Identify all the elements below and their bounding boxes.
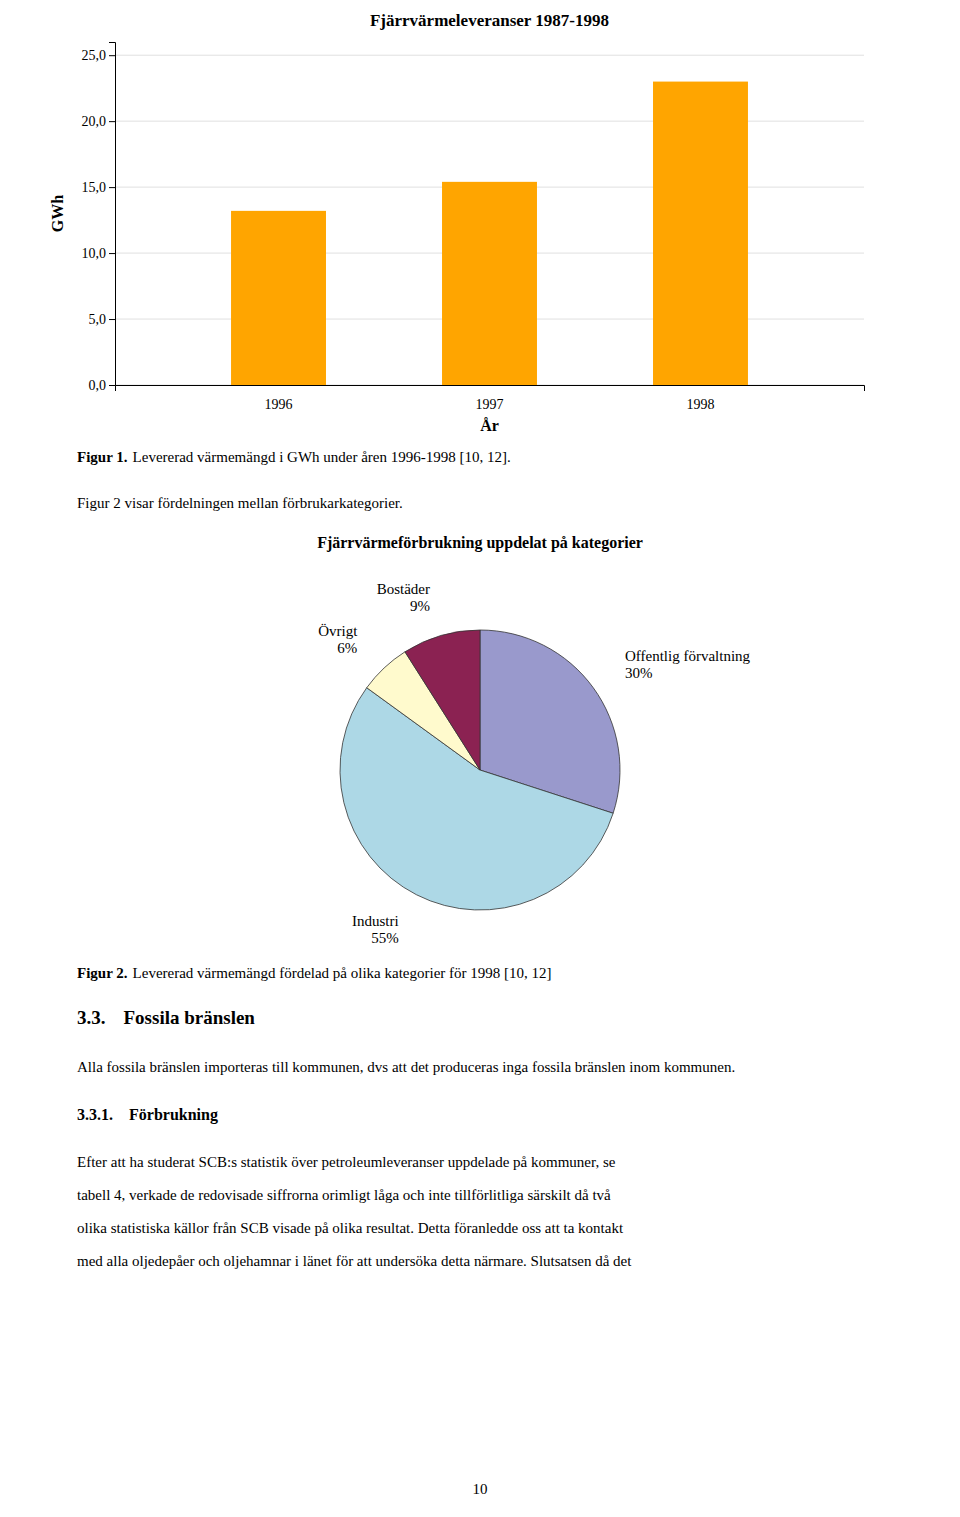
paragraph: Alla fossila bränslen importeras till ko…: [77, 1059, 735, 1075]
x-tick: 1997: [476, 397, 504, 412]
y-tick: 25,0: [82, 48, 116, 63]
y-tick-mark: [109, 55, 115, 56]
slice-value: 6%: [337, 640, 357, 656]
y-tick-mark: [109, 319, 115, 320]
paragraph-line: tabell 4, verkade de redovisade siffrorn…: [77, 1187, 611, 1203]
slice-value: 9%: [410, 598, 430, 614]
x-tick-label: 1996: [265, 397, 293, 412]
caption-text: Levererad värmemängd i GWh under åren 19…: [133, 449, 511, 465]
slice-label: Industri55%: [352, 913, 399, 946]
slice-label: Övrigt6%: [318, 623, 358, 656]
y-tick: 5,0: [89, 312, 116, 327]
y-tick: 15,0: [82, 180, 116, 195]
slice-name: Industri: [352, 913, 399, 929]
y-tick-mark: [109, 385, 115, 386]
slice-name: Bostäder: [377, 581, 430, 597]
grid: [115, 55, 864, 385]
y-tick-label: 0,0: [89, 378, 107, 393]
y-tick-label: 15,0: [82, 180, 107, 195]
caption-text: Levererad värmemängd fördelad på olika k…: [133, 965, 552, 981]
y-tick-mark: [109, 187, 115, 188]
y-tick-label: 5,0: [89, 312, 107, 327]
bar: [442, 182, 537, 385]
heading-number: 3.3.: [77, 1007, 106, 1028]
x-tick-label: 1998: [686, 397, 714, 412]
x-tick-label: 1997: [476, 397, 504, 412]
caption-label: Figur 2.: [77, 965, 128, 981]
y-tick: 10,0: [82, 246, 116, 261]
page: 1996 1997 1998 0,0 5,0 10,0 15,0 20,0 25,0 Fjärrv…: [0, 0, 960, 1517]
paragraph-line: olika statistiska källor från SCB visade…: [77, 1220, 624, 1236]
grid-line: [115, 55, 864, 56]
bar: [231, 211, 326, 385]
heading-title: Fossila bränslen: [124, 1007, 256, 1028]
pie-chart: Offentlig förvaltning30% Industri55% Övrig…: [318, 581, 750, 946]
y-tick-label: 10,0: [82, 246, 107, 261]
x-tick: 1998: [686, 397, 714, 412]
slice-label: Offentlig förvaltning30%: [625, 648, 751, 681]
paragraph-line: Efter att ha studerat SCB:s statistik öv…: [77, 1154, 616, 1170]
slice-labels: Offentlig förvaltning30% Industri55% Övrig…: [318, 581, 750, 946]
paragraph-line: med alla oljedepåer och oljehamnar i län…: [77, 1253, 632, 1269]
heading-number: 3.3.1.: [77, 1106, 113, 1123]
y-tick-label: 25,0: [82, 48, 107, 63]
heading: 3.3. Fossila bränslen: [77, 1007, 255, 1028]
y-axis-title: GWh: [49, 195, 66, 232]
grid-line: [115, 121, 864, 122]
slice-label: Bostäder9%: [377, 581, 430, 614]
caption: Figur 1. Levererad värmemängd i GWh under…: [77, 449, 511, 465]
x-axis: 1996 1997 1998: [116, 386, 865, 413]
page-number: 10: [473, 1481, 488, 1497]
chart-title: Fjärrvärmeförbrukning uppdelat på katego…: [317, 534, 643, 552]
slice-value: 55%: [371, 930, 399, 946]
paragraph: Figur 2 visar fördelningen mellan förbru…: [77, 495, 403, 511]
heading: 3.3.1. Förbrukning: [77, 1106, 218, 1124]
y-tick: 20,0: [82, 114, 116, 129]
caption: Figur 2. Levererad värmemängd fördelad på…: [77, 965, 552, 981]
slices: [340, 630, 620, 910]
slice-name: Offentlig förvaltning: [625, 648, 751, 664]
caption-label: Figur 1.: [77, 449, 128, 465]
bar-chart: 1996 1997 1998 0,0 5,0 10,0 15,0 20,0 25,0: [82, 43, 865, 413]
y-tick-mark: [109, 121, 115, 122]
slice-name: Övrigt: [318, 623, 358, 639]
y-tick-mark: [109, 253, 115, 254]
bar: [653, 82, 748, 385]
x-axis-title: År: [480, 417, 499, 434]
axis-line: [116, 386, 865, 392]
bars: [231, 82, 748, 385]
y-tick: 0,0: [89, 378, 116, 393]
axis-line: [109, 43, 116, 386]
y-axis: 0,0 5,0 10,0 15,0 20,0 25,0: [82, 43, 116, 393]
y-tick-label: 20,0: [82, 114, 107, 129]
slice-value: 30%: [625, 665, 653, 681]
chart-title: Fjärrvärmeleveranser 1987-1998: [370, 11, 609, 30]
slice: [405, 630, 480, 770]
x-tick: 1996: [265, 397, 293, 412]
heading-title: Förbrukning: [129, 1106, 218, 1124]
